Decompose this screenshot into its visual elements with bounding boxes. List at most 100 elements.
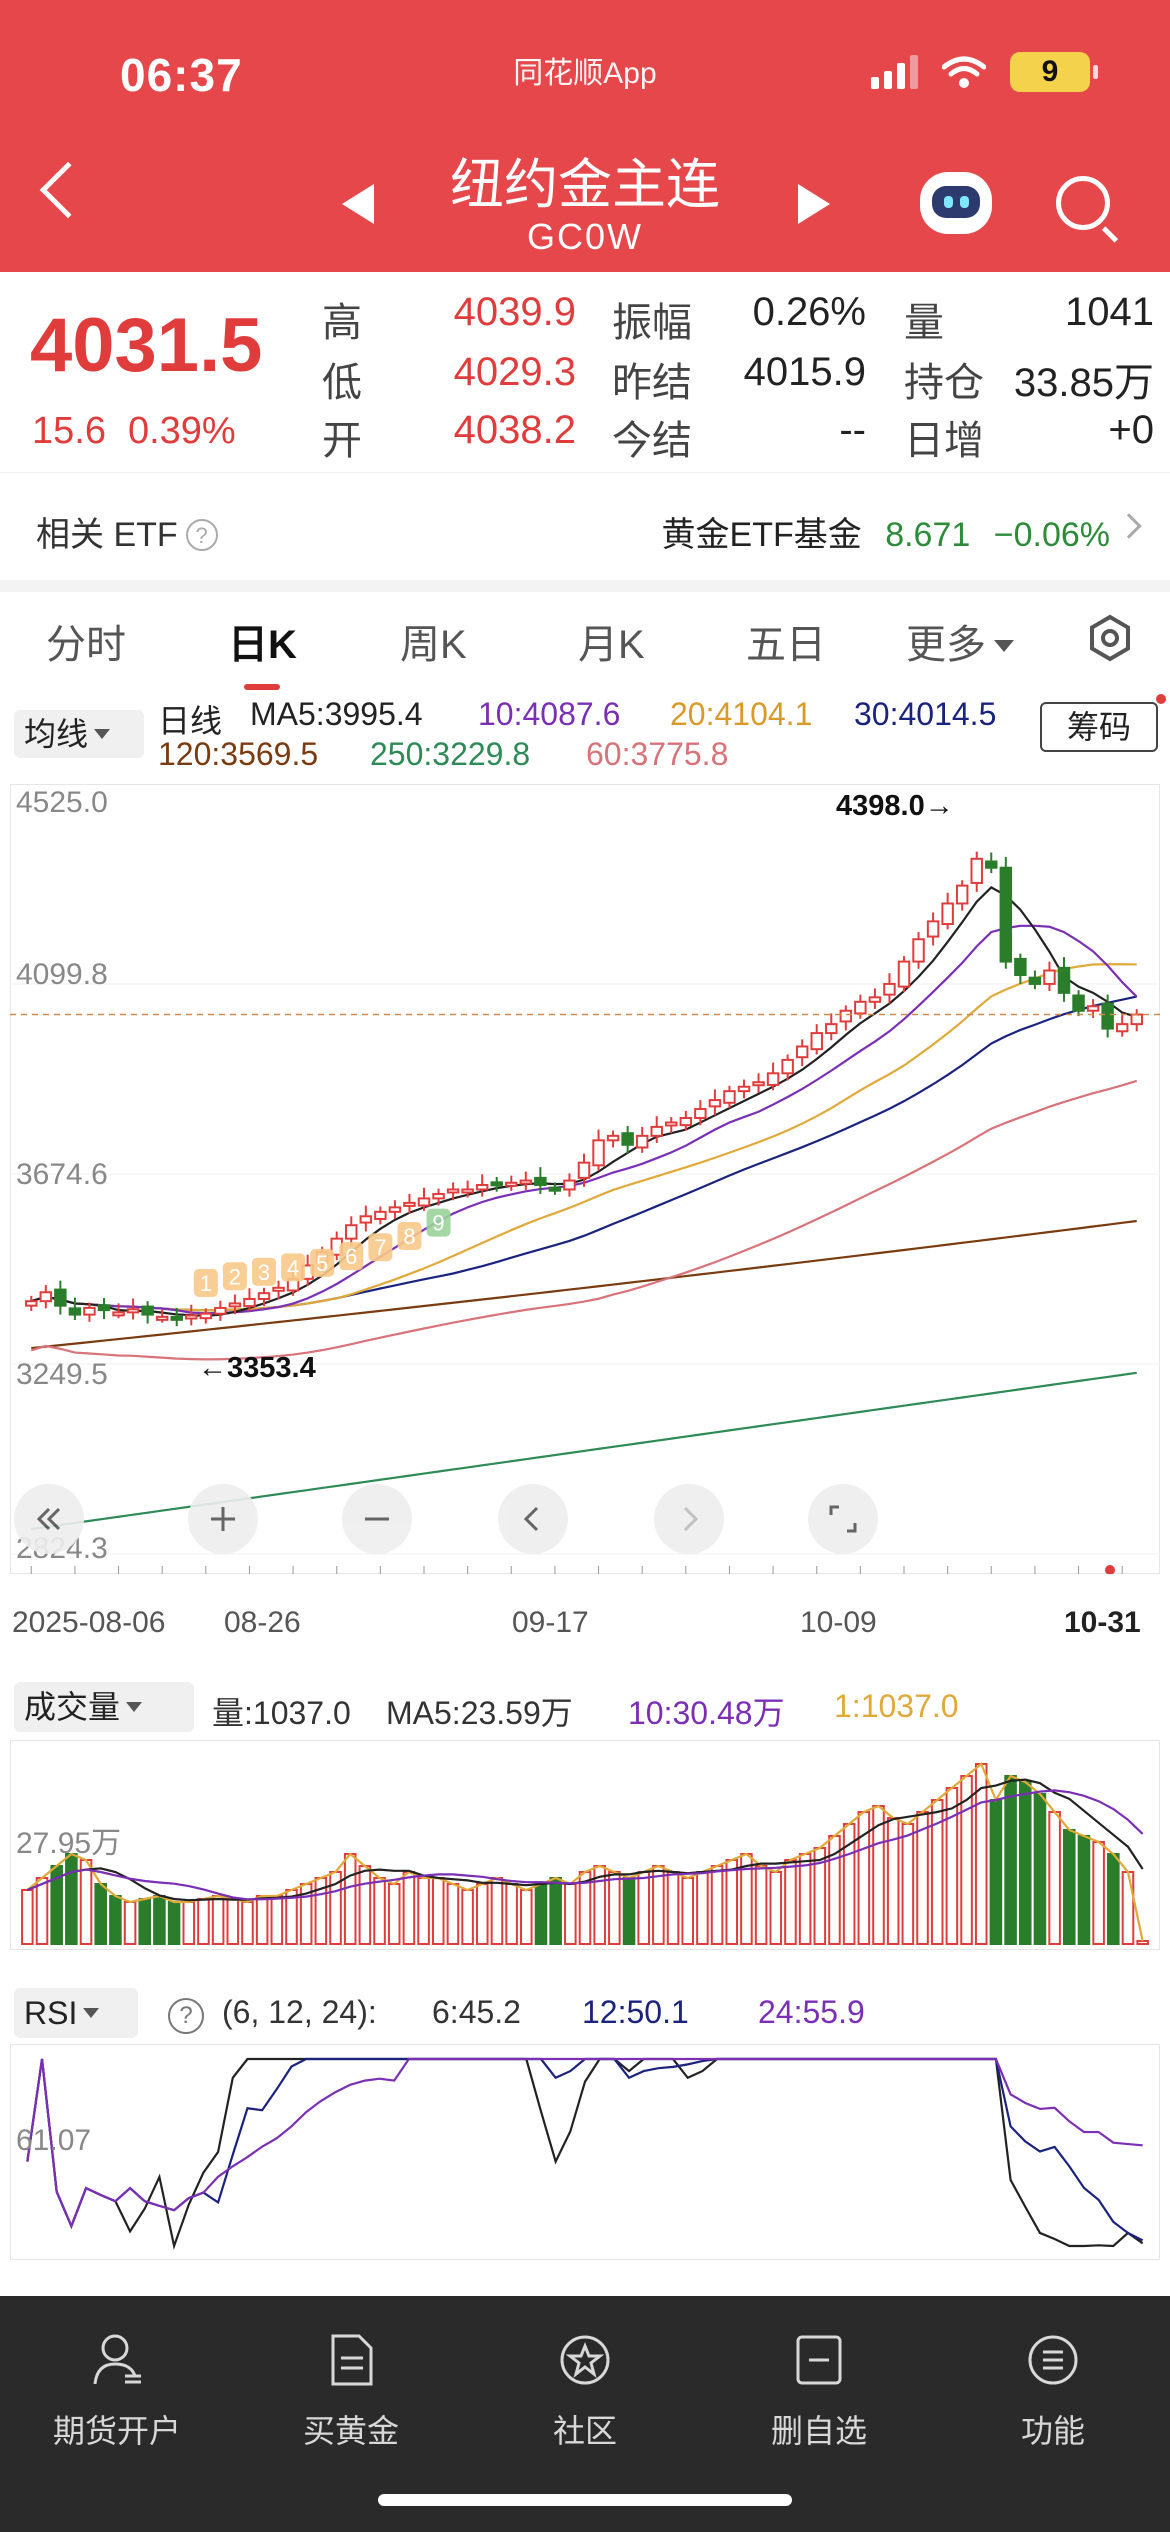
candle xyxy=(272,1286,285,1292)
nav-community[interactable]: 社区 xyxy=(468,2296,702,2476)
count-badge-label: 1 xyxy=(200,1271,212,1296)
rsi-params: (6, 12, 24): xyxy=(222,1994,377,2030)
volume-bar xyxy=(417,1877,430,1945)
volume-bar xyxy=(182,1901,196,1945)
nav-label: 期货开户 xyxy=(52,2413,181,2449)
next-period-button[interactable] xyxy=(654,1484,724,1554)
settings-hexagon-icon[interactable] xyxy=(1086,614,1134,662)
tab-weekly-k[interactable]: 周K xyxy=(400,623,467,667)
count-badge xyxy=(281,1253,306,1282)
rsi12-line xyxy=(26,2057,1144,2242)
help-icon[interactable]: ? xyxy=(185,519,218,551)
volume-bar xyxy=(754,1865,768,1945)
prev-period-button[interactable] xyxy=(498,1484,568,1554)
date-tick-label: 10-31 xyxy=(1064,1606,1141,1639)
date-tick-label: 09-17 xyxy=(512,1606,589,1639)
rsi-frame xyxy=(10,2044,1160,2260)
rsi-indicator-selector[interactable]: RSI xyxy=(14,1988,138,2038)
candle xyxy=(941,902,954,926)
count-badge xyxy=(193,1268,218,1297)
volume-bar xyxy=(989,1799,1003,1945)
next-contract-button[interactable] xyxy=(798,184,830,224)
candle xyxy=(1057,966,1071,994)
low-value: 4029.3 xyxy=(453,350,576,394)
tab-five-day[interactable]: 五日 xyxy=(746,623,826,667)
ma120-value: 120:3569.5 xyxy=(158,736,319,772)
y-tick-label: 3249.5 xyxy=(16,1358,108,1391)
volume-bar xyxy=(886,1817,900,1945)
prev-contract-button[interactable] xyxy=(342,184,374,224)
battery-indicator: 9 xyxy=(1010,52,1098,92)
count-badge-label: 6 xyxy=(345,1244,357,1269)
candle xyxy=(25,1300,38,1307)
zoom-out-button[interactable] xyxy=(342,1484,412,1554)
average-line-selector[interactable]: 均线 xyxy=(14,710,144,758)
menu-circle-icon xyxy=(1028,2335,1078,2385)
candle xyxy=(766,1072,780,1086)
assistant-robot-icon[interactable] xyxy=(920,172,992,234)
volume-ma5: MA5:23.59万 xyxy=(386,1695,573,1731)
candle xyxy=(374,1210,387,1220)
tab-intraday[interactable]: 分时 xyxy=(46,623,126,667)
candlestick-chart[interactable]: 1 2 3 4 5 6 7 89 xyxy=(10,784,1160,1574)
candle xyxy=(635,1134,649,1149)
candle xyxy=(97,1304,111,1312)
candle xyxy=(126,1308,140,1314)
fullscreen-button[interactable] xyxy=(808,1484,878,1554)
prev-settle-value: 4015.9 xyxy=(743,350,866,394)
volume-bar xyxy=(608,1871,621,1945)
open-label: 开 xyxy=(322,419,362,463)
search-icon[interactable] xyxy=(1056,176,1110,230)
volume-ma10: 10:30.48万 xyxy=(628,1695,785,1731)
volume-value: 1041 xyxy=(1065,290,1154,334)
candle xyxy=(985,860,998,869)
volume-bar xyxy=(270,1895,284,1945)
last-price: 4031.5 xyxy=(30,303,263,388)
chips-button[interactable]: 筹码 xyxy=(1040,702,1158,752)
volume-ma5-line xyxy=(26,1778,1144,1902)
nav-futures-account[interactable]: 期货开户 xyxy=(0,2296,234,2476)
tab-more[interactable]: 更多 xyxy=(906,612,1014,670)
wifi-icon xyxy=(942,56,986,88)
volume-bar xyxy=(94,1883,107,1945)
rsi-selector-label: RSI xyxy=(24,1995,78,2031)
nav-remove-watchlist[interactable]: 删自选 xyxy=(702,2296,936,2476)
candle xyxy=(1072,994,1085,1012)
app-header: 06:37 同花顺App 9 纽约金主连 GC0W xyxy=(0,0,1170,272)
volume-chart[interactable] xyxy=(10,1740,1160,1950)
remove-watchlist-icon xyxy=(796,2335,842,2385)
volume-bar xyxy=(65,1853,78,1945)
rsi-chart[interactable] xyxy=(10,2044,1160,2260)
count-badge xyxy=(368,1233,393,1262)
candle xyxy=(257,1292,271,1300)
rsi-legend: RSI ? (6, 12, 24): 6:45.2 12:50.1 24:55.… xyxy=(0,1988,1170,2044)
daily-increase-value: +0 xyxy=(1108,408,1154,452)
candle xyxy=(1014,957,1027,976)
volume-indicator-selector[interactable]: 成交量 xyxy=(14,1682,194,1732)
nav-functions[interactable]: 功能 xyxy=(936,2296,1170,2476)
nav-buy-gold[interactable]: 买黄金 xyxy=(234,2296,468,2476)
count-badge xyxy=(310,1248,335,1277)
change-value: 15.6 xyxy=(32,410,106,452)
zoom-in-button[interactable] xyxy=(188,1484,258,1554)
tab-monthly-k[interactable]: 月K xyxy=(578,623,645,667)
count-badge xyxy=(252,1257,276,1286)
status-indicators: 9 xyxy=(871,52,1098,92)
candle xyxy=(490,1181,503,1187)
related-etf-row[interactable]: 相关 ETF? 黄金ETF基金 8.671 −0.06% xyxy=(0,472,1170,580)
volume-bar xyxy=(446,1883,460,1945)
tab-daily-k[interactable]: 日K xyxy=(228,623,297,667)
rsi-help-icon[interactable]: ? xyxy=(168,1998,204,2034)
count-badge-label: 4 xyxy=(287,1255,299,1280)
ma60-line xyxy=(30,1079,1138,1361)
ma30-line xyxy=(30,995,1137,1312)
y-tick-label: 3674.6 xyxy=(16,1158,108,1191)
scroll-left-button[interactable] xyxy=(14,1484,84,1554)
volume-bar xyxy=(1018,1781,1032,1945)
etf-label-text: 相关 ETF xyxy=(36,516,178,554)
candle xyxy=(606,1134,620,1142)
date-tick-label: 08-26 xyxy=(224,1606,301,1639)
volume-bar xyxy=(1077,1835,1091,1945)
candle xyxy=(665,1121,678,1127)
signal-icon xyxy=(871,55,918,89)
